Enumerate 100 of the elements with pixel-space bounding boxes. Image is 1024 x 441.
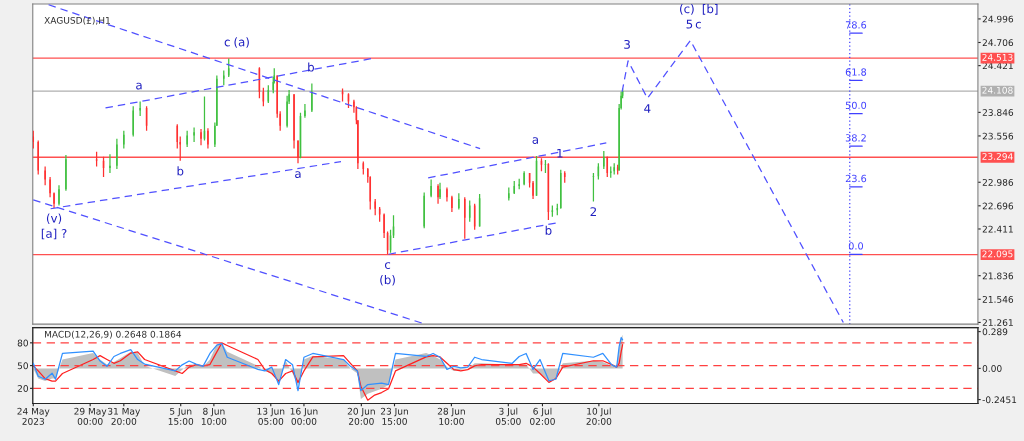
y-tick-label: 0.289 bbox=[982, 328, 1008, 336]
line-series bbox=[32, 342, 624, 401]
candlestick bbox=[297, 139, 299, 164]
series-label: 78.6 bbox=[845, 21, 867, 29]
annotation: c bbox=[224, 39, 230, 47]
y-tick-label: 24.706 bbox=[982, 39, 1014, 47]
candlestick bbox=[123, 130, 125, 150]
candlestick bbox=[446, 186, 448, 203]
text: XAGUSD(£),H1 bbox=[44, 16, 110, 25]
y-tick-label: 23.846 bbox=[982, 109, 1014, 116]
candlestick bbox=[508, 186, 510, 202]
chart-title: MACD(12,26,9) 0.2648 0.1864 bbox=[45, 330, 182, 339]
y2-tick-label: 20 bbox=[17, 385, 28, 392]
candlestick bbox=[109, 153, 111, 174]
candlestick bbox=[207, 127, 209, 150]
annotation: (c) bbox=[680, 4, 694, 15]
candlestick bbox=[532, 180, 534, 200]
candlestick bbox=[116, 138, 118, 170]
x-tick-label: 20 Jun 20:00 bbox=[347, 407, 375, 425]
candlestick bbox=[49, 176, 51, 198]
candlestick bbox=[44, 165, 46, 186]
series-label: 38.2 bbox=[845, 134, 866, 142]
annotation: [a] ? bbox=[41, 228, 67, 240]
y-tick-label: 21.546 bbox=[982, 296, 1014, 303]
line-series bbox=[621, 39, 844, 324]
candlestick bbox=[279, 110, 281, 132]
y-tick-label: 21.836 bbox=[982, 272, 1014, 280]
x-tick-label: 10 Jul 20:00 bbox=[586, 407, 612, 425]
annotation: c bbox=[695, 21, 701, 29]
candlestick bbox=[53, 191, 55, 209]
candlestick bbox=[603, 150, 605, 170]
candlestick bbox=[423, 191, 425, 229]
annotation: [b] bbox=[702, 4, 718, 15]
y-tick-label: -0.2451 bbox=[982, 396, 1017, 404]
annotation: b bbox=[545, 225, 552, 235]
y-tick-label: 22.696 bbox=[982, 202, 1014, 210]
y2-tick-label: 50 bbox=[17, 362, 28, 370]
annotation: (b) bbox=[380, 275, 395, 286]
candlestick bbox=[463, 196, 466, 240]
x-tick-label: 16 Jun 00:00 bbox=[290, 407, 318, 425]
x-tick-label: 8 Jun 10:00 bbox=[201, 407, 227, 425]
annotation: (a) bbox=[234, 37, 249, 48]
candlestick bbox=[304, 103, 306, 119]
y-tick-label: 22.986 bbox=[982, 178, 1014, 186]
annotation: (v) bbox=[46, 213, 62, 225]
ref-line-label: 24.108 bbox=[982, 86, 1013, 94]
candlestick bbox=[200, 128, 202, 146]
candlestick bbox=[186, 130, 188, 148]
candlestick bbox=[58, 184, 60, 207]
candlestick bbox=[613, 162, 615, 176]
candlestick bbox=[523, 170, 525, 186]
candlestick bbox=[518, 178, 520, 190]
candlestick bbox=[559, 169, 562, 210]
y-tick-label: 24.996 bbox=[982, 15, 1014, 23]
annotation: b bbox=[308, 62, 314, 72]
series-label: 0.0 bbox=[848, 242, 864, 250]
candlestick bbox=[513, 180, 516, 195]
candlestick bbox=[139, 100, 141, 117]
series-label: 50.0 bbox=[845, 101, 867, 110]
series-label: 23.6 bbox=[845, 174, 867, 183]
x-tick-label: 29 May 00:00 bbox=[74, 407, 107, 425]
y-tick-label: 21.261 bbox=[982, 319, 1013, 326]
x-tick-label: 31 May 20:00 bbox=[108, 407, 141, 425]
candlestick bbox=[374, 198, 376, 216]
annotation: 5 bbox=[686, 19, 693, 29]
candlestick bbox=[451, 195, 453, 213]
x-tick-label: 5 Jun 15:00 bbox=[168, 407, 194, 425]
y-tick-label: 23.556 bbox=[982, 132, 1014, 140]
series-label: 61.8 bbox=[845, 68, 867, 76]
annotation: c bbox=[384, 262, 391, 269]
ref-line-label: 23.294 bbox=[982, 153, 1013, 160]
annotation: 4 bbox=[644, 104, 651, 113]
annotation: a bbox=[532, 137, 538, 144]
candlestick bbox=[193, 126, 195, 143]
y-tick-label: 24.421 bbox=[982, 62, 1013, 70]
ref-line-label: 24.513 bbox=[982, 53, 1013, 61]
candlestick bbox=[383, 212, 385, 239]
x-tick-label: 24 May 2023 bbox=[17, 407, 50, 425]
annotation: 3 bbox=[624, 39, 630, 49]
annotation: 1 bbox=[557, 148, 563, 158]
candlestick bbox=[132, 105, 134, 138]
y2-tick-label: 80 bbox=[17, 339, 28, 347]
annotation: 2 bbox=[590, 207, 596, 216]
y-tick-label: 22.411 bbox=[982, 225, 1013, 233]
annotation: b bbox=[177, 166, 184, 176]
candlestick bbox=[293, 93, 295, 150]
candlestick bbox=[430, 178, 432, 198]
candlestick bbox=[437, 183, 439, 205]
candlestick bbox=[37, 139, 39, 176]
candlestick bbox=[544, 159, 547, 174]
candlestick bbox=[223, 69, 225, 86]
annotation: a bbox=[136, 82, 142, 90]
annotation: a bbox=[295, 171, 301, 178]
y-tick-label: 0.00 bbox=[982, 365, 1002, 372]
candlestick bbox=[311, 82, 313, 113]
x-tick-label: 13 Jun 05:00 bbox=[257, 407, 285, 425]
candlestick bbox=[65, 154, 67, 192]
x-tick-label: 6 Jul 02:00 bbox=[530, 407, 555, 425]
candlestick bbox=[592, 172, 595, 203]
x-tick-label: 3 Jul 05:00 bbox=[495, 407, 521, 425]
